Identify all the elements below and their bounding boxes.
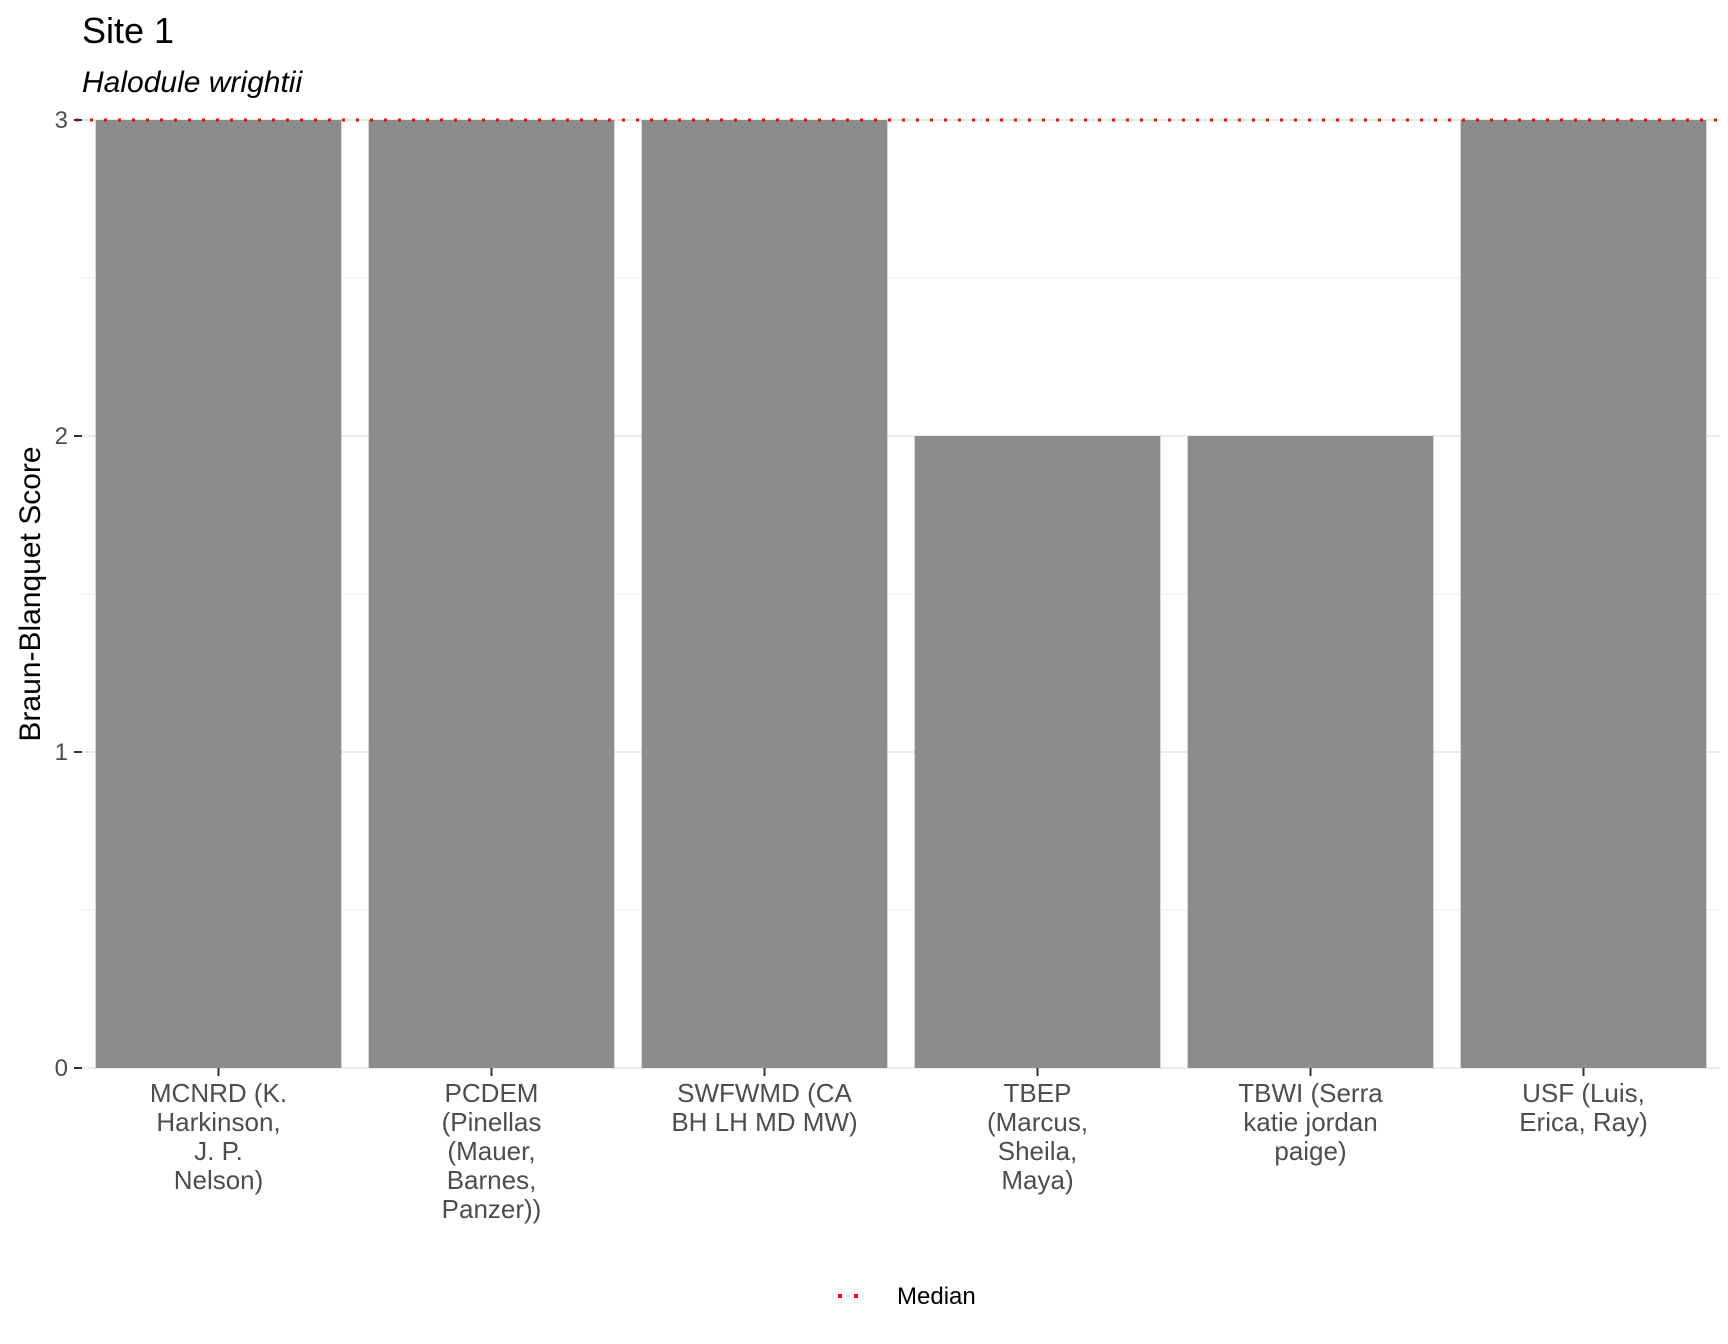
x-tick-label-line: Maya) <box>1001 1165 1073 1195</box>
y-tick-label: 2 <box>55 423 68 450</box>
y-tick-label: 3 <box>55 107 68 134</box>
grid-lines <box>82 119 1720 1069</box>
bar <box>368 120 615 1068</box>
y-tick-label: 1 <box>55 739 68 766</box>
x-tick-label-line: Nelson) <box>174 1165 264 1195</box>
x-tick-label-line: TBEP <box>1004 1078 1072 1108</box>
x-tick-label-line: Barnes, <box>447 1165 537 1195</box>
x-tick-label: TBEP (Marcus, Sheila, Maya) <box>987 1078 1088 1195</box>
x-tick-label: PCDEM (Pinellas (Mauer, Barnes, Panzer)) <box>442 1078 542 1224</box>
x-tick-label-line: Panzer)) <box>442 1194 542 1224</box>
x-tick-label-line: SWFWMD (CA <box>677 1078 852 1108</box>
x-axis: MCNRD (K. Harkinson, J. P. Nelson) PCDEM (Pin… <box>150 1068 1648 1224</box>
bar <box>95 120 342 1068</box>
x-tick-label-line: TBWI (Serra <box>1238 1078 1383 1108</box>
x-tick-label-line: Erica, Ray) <box>1519 1107 1648 1137</box>
legend-median-label: Median <box>897 1283 976 1310</box>
bar <box>914 436 1161 1068</box>
x-tick-label-line: MCNRD (K. <box>150 1078 287 1108</box>
legend: Median <box>838 1283 976 1310</box>
x-tick-label-line: PCDEM <box>445 1078 539 1108</box>
x-tick-label: MCNRD (K. Harkinson, J. P. Nelson) <box>150 1078 287 1195</box>
x-tick-label: SWFWMD (CA BH LH MD MW) <box>671 1078 857 1137</box>
y-tick-label: 0 <box>55 1055 68 1082</box>
chart-subtitle: Halodule wrightii <box>82 66 303 99</box>
x-tick-label-line: USF (Luis, <box>1522 1078 1645 1108</box>
chart-title: Site 1 <box>82 10 174 51</box>
x-tick-label-line: BH LH MD MW) <box>671 1107 857 1137</box>
bar <box>1187 436 1434 1068</box>
x-tick-label-line: katie jordan <box>1243 1107 1377 1137</box>
x-tick-label: TBWI (Serra katie jordan paige) <box>1238 1078 1383 1166</box>
x-tick-label-line: J. P. <box>194 1136 243 1166</box>
bar <box>641 120 888 1068</box>
x-tick-label-line: paige) <box>1274 1136 1346 1166</box>
y-axis: 0 1 2 3 <box>55 107 82 1082</box>
x-tick-label-line: Harkinson, <box>156 1107 280 1137</box>
x-tick-label-line: (Pinellas <box>442 1107 542 1137</box>
x-tick-label-line: (Marcus, <box>987 1107 1088 1137</box>
x-tick-label: USF (Luis, Erica, Ray) <box>1519 1078 1648 1137</box>
x-tick-label-line: (Mauer, <box>447 1136 535 1166</box>
bars <box>95 120 1707 1068</box>
x-tick-label-line: Sheila, <box>998 1136 1078 1166</box>
bar <box>1460 120 1707 1068</box>
y-axis-title: Braun-Blanquet Score <box>14 446 47 741</box>
